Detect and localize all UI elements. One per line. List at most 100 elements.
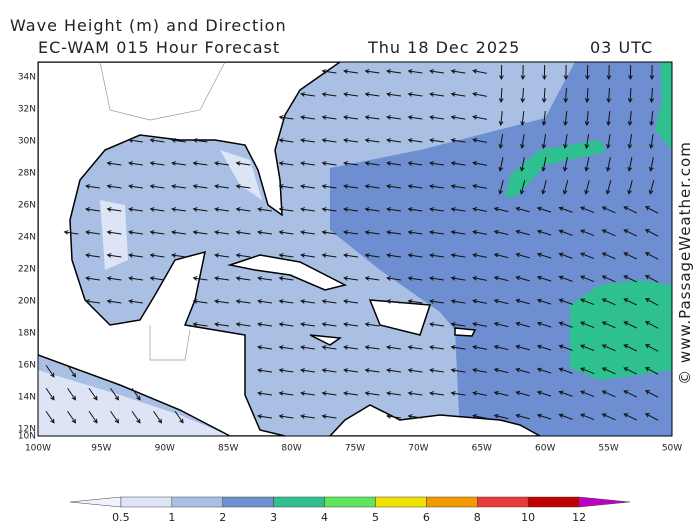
arrow: [386, 115, 401, 120]
cuba: [227, 254, 348, 291]
arrow: [541, 180, 547, 195]
arrow: [429, 207, 444, 212]
arrow: [321, 414, 337, 419]
arrow: [623, 298, 638, 306]
colorbar-label: 10: [521, 511, 535, 524]
arrow: [364, 161, 380, 166]
arrow: [364, 345, 380, 350]
arrow: [450, 161, 466, 166]
arrow: [580, 275, 595, 283]
arrow: [601, 229, 616, 237]
lat-label: 20N: [18, 297, 36, 307]
arrow: [343, 207, 358, 212]
arrow: [386, 414, 401, 419]
arrow: [584, 157, 590, 172]
arrow: [498, 134, 504, 149]
hispaniola: [368, 299, 432, 336]
arrow: [106, 184, 122, 189]
arrow: [149, 253, 165, 258]
arrow: [278, 299, 294, 304]
arrow: [450, 253, 466, 258]
arrow: [558, 298, 573, 305]
arrow: [536, 206, 552, 213]
arrow: [601, 206, 616, 214]
arrow: [606, 134, 611, 149]
arrow: [407, 115, 423, 120]
title: Wave Height (m) and Direction: [10, 16, 287, 35]
arrow: [364, 69, 380, 74]
arrow: [472, 367, 487, 373]
arrow: [493, 229, 509, 236]
arrow: [257, 299, 272, 304]
colorbar-segment: [527, 496, 580, 508]
arrow: [580, 298, 595, 306]
arrow: [45, 364, 55, 378]
arrow: [429, 322, 444, 327]
arrow: [321, 92, 337, 97]
arrow: [407, 92, 423, 97]
arrow: [450, 207, 466, 212]
arrow: [407, 230, 423, 235]
arrow: [472, 275, 487, 281]
arrow: [235, 253, 251, 258]
arrow: [257, 322, 272, 327]
arrow: [450, 69, 466, 74]
arrow: [493, 344, 509, 351]
arrow: [300, 253, 315, 258]
arrow: [515, 229, 530, 236]
arrow: [644, 367, 659, 375]
north-america: [38, 62, 342, 436]
arrow: [472, 390, 487, 396]
arrow: [472, 114, 487, 120]
arrow: [450, 299, 466, 304]
arrow: [644, 229, 659, 237]
arrow: [472, 183, 487, 189]
arrow: [472, 206, 487, 212]
arrow: [278, 115, 294, 120]
arrow: [407, 276, 423, 281]
arrow: [407, 414, 423, 419]
arrow: [321, 391, 337, 396]
arrow: [515, 390, 530, 397]
arrow: [149, 230, 165, 235]
arrow: [343, 69, 358, 74]
sea-light: [100, 200, 128, 270]
arrow: [63, 230, 79, 235]
arrow: [628, 64, 633, 81]
arrow: [149, 161, 165, 166]
arrow: [149, 138, 165, 143]
arrow: [605, 180, 612, 195]
arrow: [536, 413, 552, 420]
arrow: [498, 87, 504, 104]
arrow: [171, 184, 186, 189]
lat-label: 16N: [18, 361, 36, 371]
arrow: [300, 345, 315, 350]
arrow: [580, 252, 595, 260]
arrow: [386, 207, 401, 212]
arrow: [623, 229, 638, 237]
arrow: [623, 390, 638, 398]
colorbar-label: 1: [168, 511, 175, 524]
arrow: [472, 252, 487, 258]
arrow: [644, 390, 659, 398]
lat-label: 22N: [18, 265, 36, 275]
arrow: [542, 64, 547, 81]
arrow: [472, 229, 487, 235]
arrow: [257, 391, 272, 396]
arrow: [558, 344, 573, 351]
lon-label: 75W: [345, 444, 365, 454]
arrow: [88, 387, 98, 401]
arrow: [149, 207, 165, 212]
arrow: [67, 410, 77, 424]
arrow: [235, 276, 251, 281]
arrow: [429, 92, 444, 97]
colorbar-end: [69, 496, 122, 508]
lat-label: 34N: [18, 73, 36, 83]
arrow: [644, 206, 659, 214]
arrow: [321, 115, 337, 120]
arrow: [257, 230, 272, 235]
sea-light: [38, 370, 230, 436]
arrow: [128, 253, 143, 258]
arrow: [515, 321, 530, 328]
